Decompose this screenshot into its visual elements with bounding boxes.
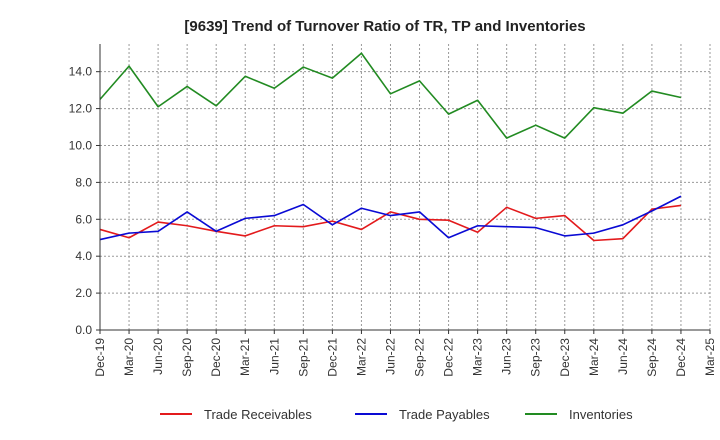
y-tick-label: 12.0 [69,102,93,116]
x-tick-label: Dec-24 [674,338,688,377]
x-tick-label: Mar-23 [471,338,485,376]
x-tick-label: Mar-25 [703,338,717,376]
series-line-3 [99,52,682,139]
x-tick-label: Dec-22 [442,338,456,377]
x-tick-label: Dec-19 [93,338,107,377]
chart-title: [9639] Trend of Turnover Ratio of TR, TP… [184,18,585,35]
x-tick-label: Sep-21 [296,338,310,377]
y-tick-label: 6.0 [75,212,92,226]
legend-label: Trade Payables [399,407,490,422]
legend: Trade Receivables Trade Payables Inventori… [160,407,633,422]
x-tick-label: Mar-24 [587,338,601,376]
grid-lines [99,44,711,331]
axes: 0.0 2.0 4.0 6.0 8.0 10.0 12.0 14.0 Dec-19 Mar-20 J… [69,44,717,377]
y-tick-label: 10.0 [69,138,93,152]
x-tick-label: Sep-24 [645,338,659,377]
x-tick-label: Dec-21 [325,338,339,377]
series-lines [99,52,682,242]
x-tick-label: Jun-24 [616,338,630,375]
y-tick-label: 0.0 [75,323,92,337]
series-line-2 [99,195,682,241]
x-tick-label: Mar-22 [354,338,368,376]
x-tick-label: Sep-22 [413,338,427,377]
x-tick-label: Sep-20 [180,338,194,377]
x-tick-label: Jun-20 [151,338,165,375]
y-tick-label: 4.0 [75,249,92,263]
y-tick-label: 14.0 [69,65,93,79]
x-tick-label: Jun-22 [383,338,397,375]
legend-label: Inventories [569,407,633,422]
x-tick-label: Sep-23 [529,338,543,377]
x-tick-label: Jun-21 [267,338,281,375]
x-tick-label: Mar-20 [122,338,136,376]
x-tick-label: Mar-21 [238,338,252,376]
y-tick-label: 2.0 [75,286,92,300]
legend-label: Trade Receivables [204,407,312,422]
series-line-1 [99,204,682,242]
x-tick-label: Dec-23 [558,338,572,377]
x-tick-label: Dec-20 [209,338,223,377]
y-tick-label: 8.0 [75,175,92,189]
x-tick-label: Jun-23 [500,338,514,375]
